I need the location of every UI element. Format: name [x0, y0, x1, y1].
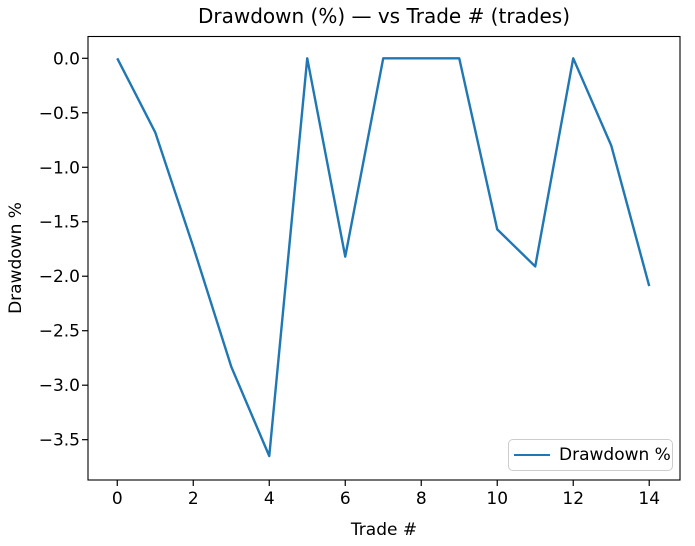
y-tick-label: −2.0 [39, 267, 80, 287]
y-axis-label: Drawdown % [6, 202, 26, 314]
x-tick-label: 0 [112, 489, 123, 509]
y-tick-label: −3.5 [39, 431, 80, 451]
y-tick-label: −0.5 [39, 104, 80, 124]
x-tick-label: 6 [340, 489, 351, 509]
x-tick-label: 8 [416, 489, 427, 509]
x-tick-label: 12 [562, 489, 584, 509]
legend-line-sample [514, 454, 550, 456]
legend-label: Drawdown % [559, 445, 671, 465]
y-tick-label: 0.0 [53, 49, 80, 69]
x-tick-label: 2 [188, 489, 199, 509]
x-tick-label: 4 [264, 489, 275, 509]
y-tick-label: −1.0 [39, 158, 80, 178]
x-tick-label: 10 [486, 489, 508, 509]
chart-title: Drawdown (%) — vs Trade # (trades) [197, 4, 571, 28]
y-tick-label: −3.0 [39, 376, 80, 396]
axes-frame [87, 35, 681, 481]
legend: Drawdown % [508, 439, 673, 471]
x-axis-label: Trade # [350, 520, 418, 540]
drawdown-line [116, 57, 651, 458]
x-tick-label: 14 [638, 489, 660, 509]
y-tick-label: −2.5 [39, 322, 80, 342]
y-tick-label: −1.5 [39, 213, 80, 233]
